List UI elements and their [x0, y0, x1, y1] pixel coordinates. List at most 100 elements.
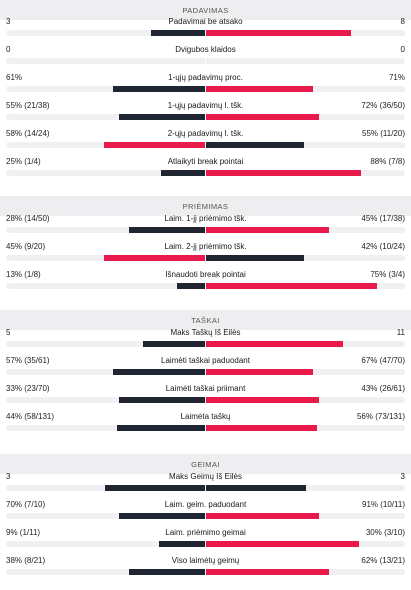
stat-right-value: 0 [400, 45, 405, 54]
stat-label: Padavimai be atsako [168, 17, 243, 26]
stat-right-value: 55% (11/20) [362, 129, 405, 138]
stat-row: 3 Padavimai be atsako 8 [0, 13, 411, 41]
stat-right-value: 62% (13/21) [361, 556, 405, 565]
stat-right-track [206, 397, 405, 403]
stat-right-track [206, 86, 405, 92]
stat-label: Laimėta taškų [180, 412, 231, 421]
stat-right-bar [206, 541, 359, 547]
stat-right-track [206, 58, 405, 64]
stat-label: Laim. 1-jį priėmimo tšk. [164, 214, 247, 223]
stat-left-value: 3 [6, 472, 11, 481]
stat-right-bar [206, 114, 319, 120]
stat-right-value: 30% (3/10) [365, 528, 405, 537]
stat-right-track [206, 513, 405, 519]
stat-right-track [206, 485, 405, 491]
stat-label: Laim. priėmimo geimai [165, 528, 246, 537]
stat-left-track [6, 425, 205, 431]
stat-label: 2-ųjų padavimų l. tšk. [167, 129, 244, 138]
stat-left-bar [113, 86, 205, 92]
stat-row: 38% (8/21) Viso laimėtų geimų 62% (13/21) [0, 552, 411, 580]
stat-left-track [6, 283, 205, 289]
stat-left-bar [113, 369, 205, 375]
stat-label: 1-ųjų padavimų l. tšk. [167, 101, 244, 110]
stat-right-value: 11 [396, 328, 405, 337]
stat-left-track [6, 541, 205, 547]
stat-right-value: 8 [400, 17, 405, 26]
stat-left-bar [119, 513, 205, 519]
stat-left-bar [104, 142, 205, 148]
stat-right-value: 71% [388, 73, 405, 82]
stat-right-bar [206, 513, 319, 519]
stat-left-track [6, 114, 205, 120]
stat-label: Laim. geim. paduodant [164, 500, 247, 509]
stat-left-value: 28% (14/50) [6, 214, 50, 223]
stat-right-value: 42% (10/24) [361, 242, 405, 251]
stat-right-track [206, 341, 405, 347]
stat-right-bar [206, 425, 317, 431]
stat-right-value: 3 [400, 472, 405, 481]
stat-right-track [206, 541, 405, 547]
stat-row: 57% (35/61) Laimėti taškai paduodant 67% (… [0, 352, 411, 380]
stat-left-track [6, 569, 205, 575]
stat-label: 1-ųjų padavimų proc. [168, 73, 243, 82]
stat-right-track [206, 369, 405, 375]
stat-left-bar [129, 227, 205, 233]
stat-row: 58% (14/24) 2-ųjų padavimų l. tšk. 55% (11… [0, 125, 411, 153]
stat-label: Laim. 2-jį priėmimo tšk. [164, 242, 247, 251]
stat-row: 33% (23/70) Laimėti taškai priimant 43% (2… [0, 380, 411, 408]
stat-right-value: 43% (26/61) [361, 384, 405, 393]
stat-label: Laimėti taškai paduodant [161, 356, 250, 365]
stat-left-value: 3 [6, 17, 11, 26]
stat-left-value: 38% (8/21) [6, 556, 46, 565]
stat-left-value: 45% (9/20) [6, 242, 46, 251]
stat-right-value: 75% (3/4) [370, 270, 405, 279]
stat-right-track [206, 255, 405, 261]
stat-left-value: 13% (1/8) [6, 270, 41, 279]
stat-right-bar [206, 369, 313, 375]
stat-left-bar [159, 541, 205, 547]
stat-right-bar [206, 283, 377, 289]
stat-right-value: 72% (36/50) [361, 101, 405, 110]
stat-right-bar [206, 255, 304, 261]
stat-label: Išnaudoti break pointai [165, 270, 246, 279]
stat-label: Maks Geimų Iš Eilės [169, 472, 242, 481]
stat-row: 3 Maks Geimų Iš Eilės 3 [0, 468, 411, 496]
stat-left-bar [117, 425, 205, 431]
stat-row: 70% (7/10) Laim. geim. paduodant 91% (10/1… [0, 496, 411, 524]
stat-row: 5 Maks Taškų Iš Eilės 11 [0, 324, 411, 352]
stat-left-value: 9% (1/11) [6, 528, 41, 537]
stat-left-value: 70% (7/10) [6, 500, 46, 509]
stat-right-track [206, 569, 405, 575]
stat-left-track [6, 227, 205, 233]
stat-right-track [206, 114, 405, 120]
stat-right-bar [206, 142, 304, 148]
stat-left-track [6, 397, 205, 403]
stat-label: Dvigubos klaidos [175, 45, 236, 54]
stat-right-value: 91% (10/11) [362, 500, 405, 509]
section-header: PRIĖMIMAS [0, 196, 411, 216]
stat-row: 9% (1/11) Laim. priėmimo geimai 30% (3/10) [0, 524, 411, 552]
section-header: TAŠKAI [0, 310, 411, 330]
stat-left-track [6, 513, 205, 519]
stat-right-value: 88% (7/8) [370, 157, 405, 166]
stat-left-track [6, 30, 205, 36]
stat-right-bar [206, 30, 351, 36]
stat-left-track [6, 58, 205, 64]
stat-right-bar [206, 569, 329, 575]
stat-left-value: 25% (1/4) [6, 157, 41, 166]
stat-row: 44% (58/131) Laimėta taškų 56% (73/131) [0, 408, 411, 436]
stat-right-bar [206, 86, 313, 92]
stat-left-value: 58% (14/24) [6, 129, 50, 138]
stat-left-value: 55% (21/38) [6, 101, 50, 110]
stat-label: Laimėti taškai priimant [165, 384, 246, 393]
stat-left-track [6, 369, 205, 375]
stat-left-track [6, 86, 205, 92]
stat-row: 61% 1-ųjų padavimų proc. 71% [0, 69, 411, 97]
stat-right-track [206, 283, 405, 289]
stat-row: 25% (1/4) Atlaikyti break pointai 88% (7/8… [0, 153, 411, 181]
stat-row: 45% (9/20) Laim. 2-jį priėmimo tšk. 42% (1… [0, 238, 411, 266]
stat-right-value: 67% (47/70) [361, 356, 405, 365]
stat-left-bar [161, 170, 205, 176]
stat-left-track [6, 341, 205, 347]
stat-left-track [6, 142, 205, 148]
